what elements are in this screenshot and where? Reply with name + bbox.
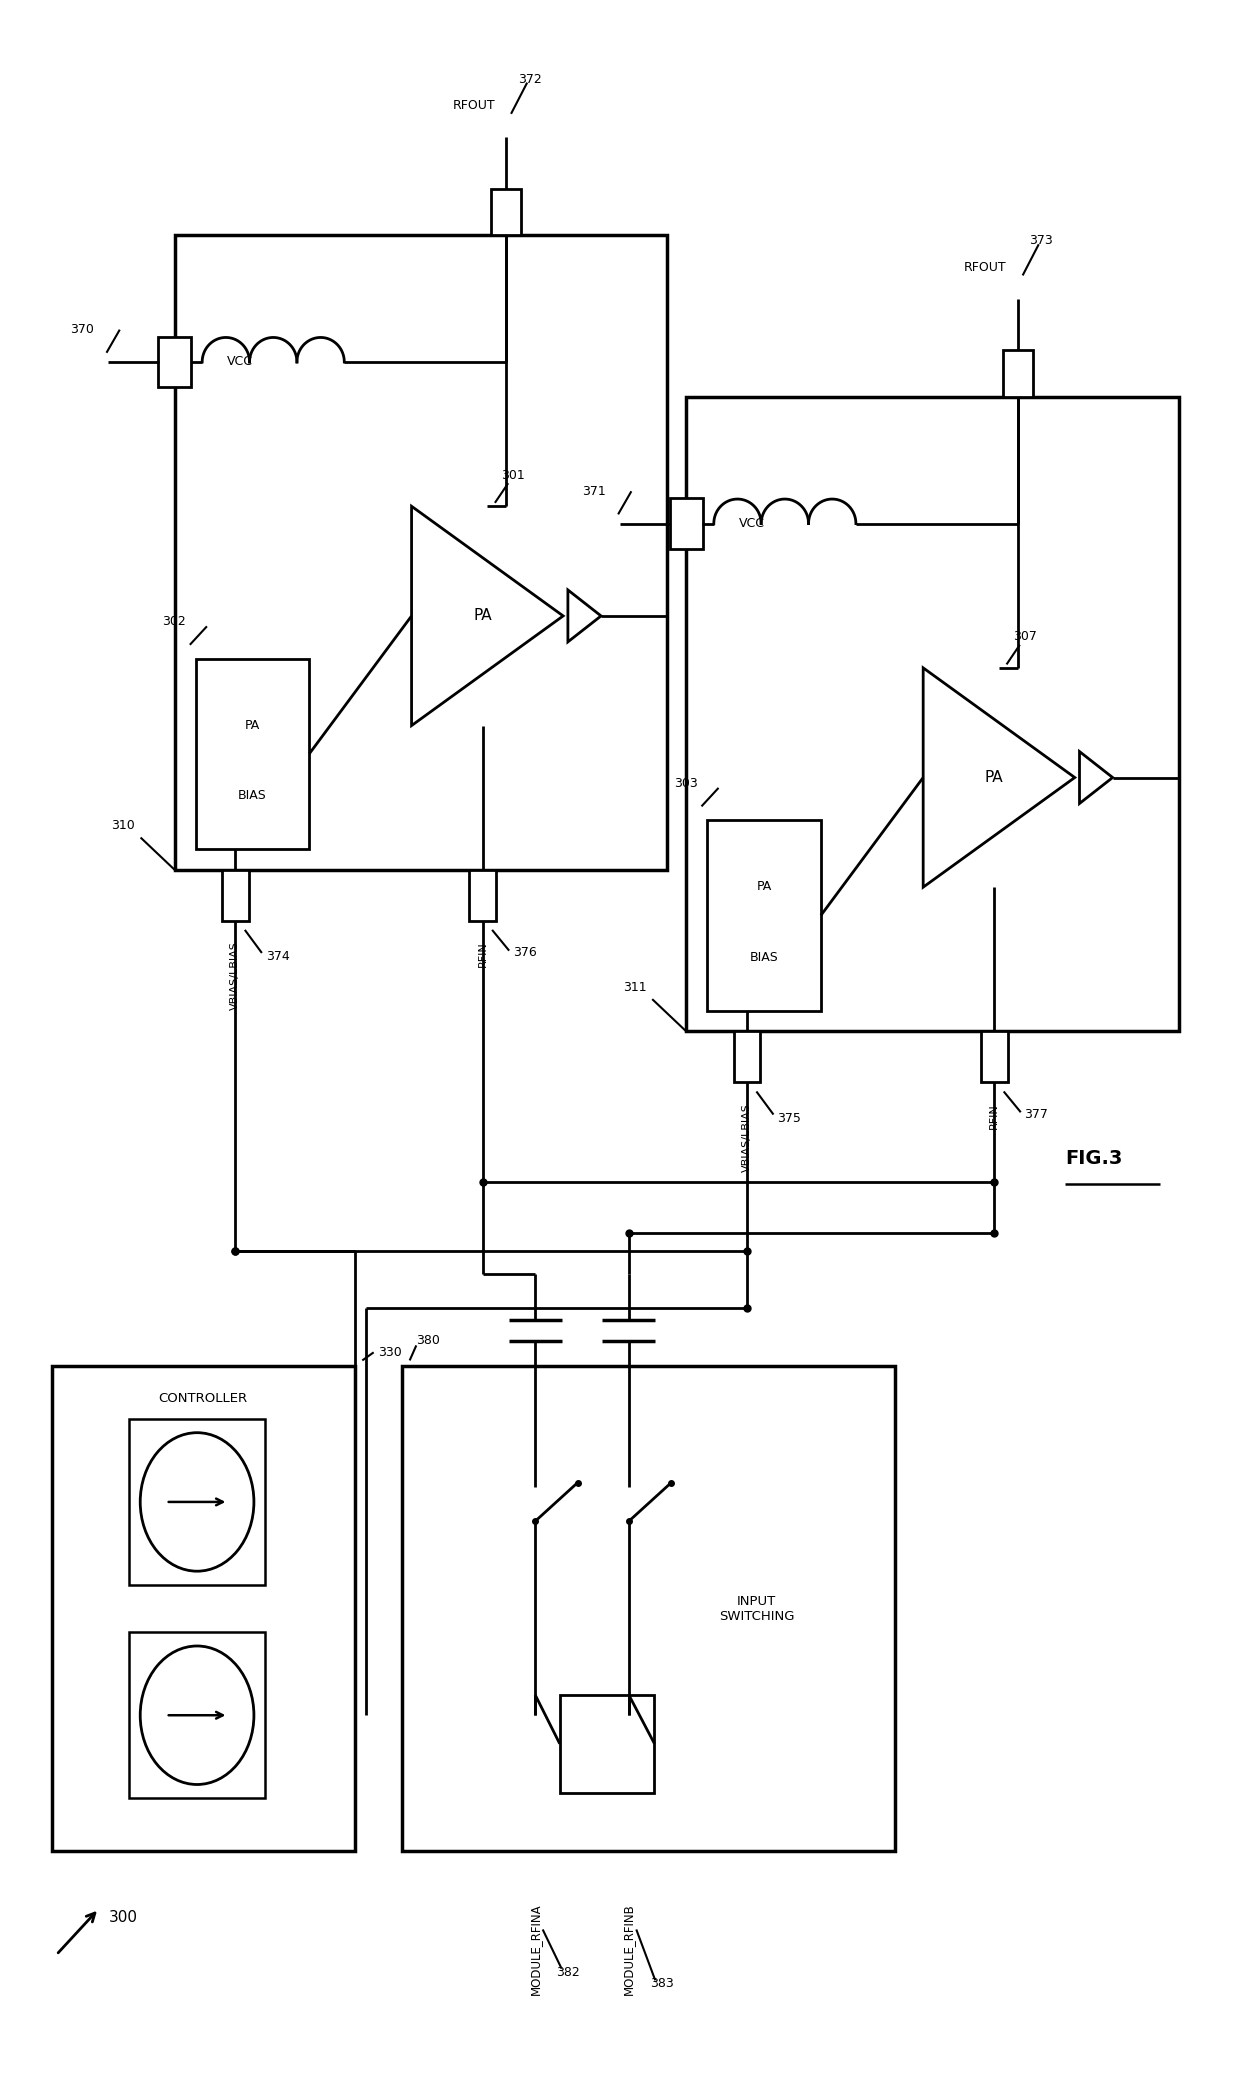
Text: PA: PA xyxy=(756,880,771,893)
Text: BIAS: BIAS xyxy=(238,789,267,803)
Text: PA: PA xyxy=(985,770,1003,784)
Bar xyxy=(981,1030,1008,1083)
Text: 301: 301 xyxy=(501,469,526,482)
Text: RFIN: RFIN xyxy=(990,1103,999,1129)
Text: PA: PA xyxy=(474,609,492,624)
Bar xyxy=(129,1631,265,1798)
Text: CONTROLLER: CONTROLLER xyxy=(159,1391,248,1406)
Bar xyxy=(402,1366,895,1850)
Bar xyxy=(52,1366,355,1850)
Text: 374: 374 xyxy=(265,949,289,964)
Text: 330: 330 xyxy=(378,1345,402,1358)
Text: 377: 377 xyxy=(1024,1108,1049,1120)
Text: 370: 370 xyxy=(71,323,94,336)
Text: BIAS: BIAS xyxy=(750,951,779,964)
Text: VBIAS/LBIAS: VBIAS/LBIAS xyxy=(742,1103,751,1172)
Text: 380: 380 xyxy=(417,1335,440,1348)
Text: 382: 382 xyxy=(557,1965,580,1980)
Bar xyxy=(686,396,1179,1030)
Bar xyxy=(222,870,248,920)
Bar xyxy=(196,659,309,849)
Text: MODULE_RFINB: MODULE_RFINB xyxy=(622,1902,635,1994)
Text: VBIAS/LBIAS: VBIAS/LBIAS xyxy=(231,941,241,1010)
Text: 372: 372 xyxy=(517,73,542,86)
Text: FIG.3: FIG.3 xyxy=(1065,1149,1122,1168)
Text: 311: 311 xyxy=(622,980,646,995)
Bar xyxy=(559,1694,655,1792)
Bar xyxy=(175,236,667,870)
Bar xyxy=(470,870,496,920)
Text: 303: 303 xyxy=(673,776,698,791)
Text: INPUT
SWITCHING: INPUT SWITCHING xyxy=(719,1594,795,1623)
Text: 300: 300 xyxy=(108,1911,138,1925)
Text: 383: 383 xyxy=(650,1978,673,1990)
Text: 307: 307 xyxy=(1013,630,1037,642)
Text: 371: 371 xyxy=(582,484,606,499)
Text: 310: 310 xyxy=(112,820,135,832)
Text: PA: PA xyxy=(244,720,260,732)
Bar xyxy=(1003,350,1033,396)
Text: MODULE_RFINA: MODULE_RFINA xyxy=(528,1902,542,1994)
Bar xyxy=(707,820,821,1012)
Bar xyxy=(491,190,522,236)
Text: RFOUT: RFOUT xyxy=(963,261,1007,273)
Bar xyxy=(734,1030,760,1083)
Text: RFOUT: RFOUT xyxy=(453,100,495,113)
Text: 373: 373 xyxy=(1029,234,1053,248)
Text: VCC: VCC xyxy=(227,355,253,369)
Text: 376: 376 xyxy=(513,947,537,960)
Text: VCC: VCC xyxy=(739,517,764,530)
Bar xyxy=(670,499,703,549)
Text: RFIN: RFIN xyxy=(477,941,487,968)
Text: 375: 375 xyxy=(777,1112,801,1124)
Bar xyxy=(159,336,191,388)
Text: 302: 302 xyxy=(162,615,186,628)
Bar xyxy=(129,1418,265,1585)
